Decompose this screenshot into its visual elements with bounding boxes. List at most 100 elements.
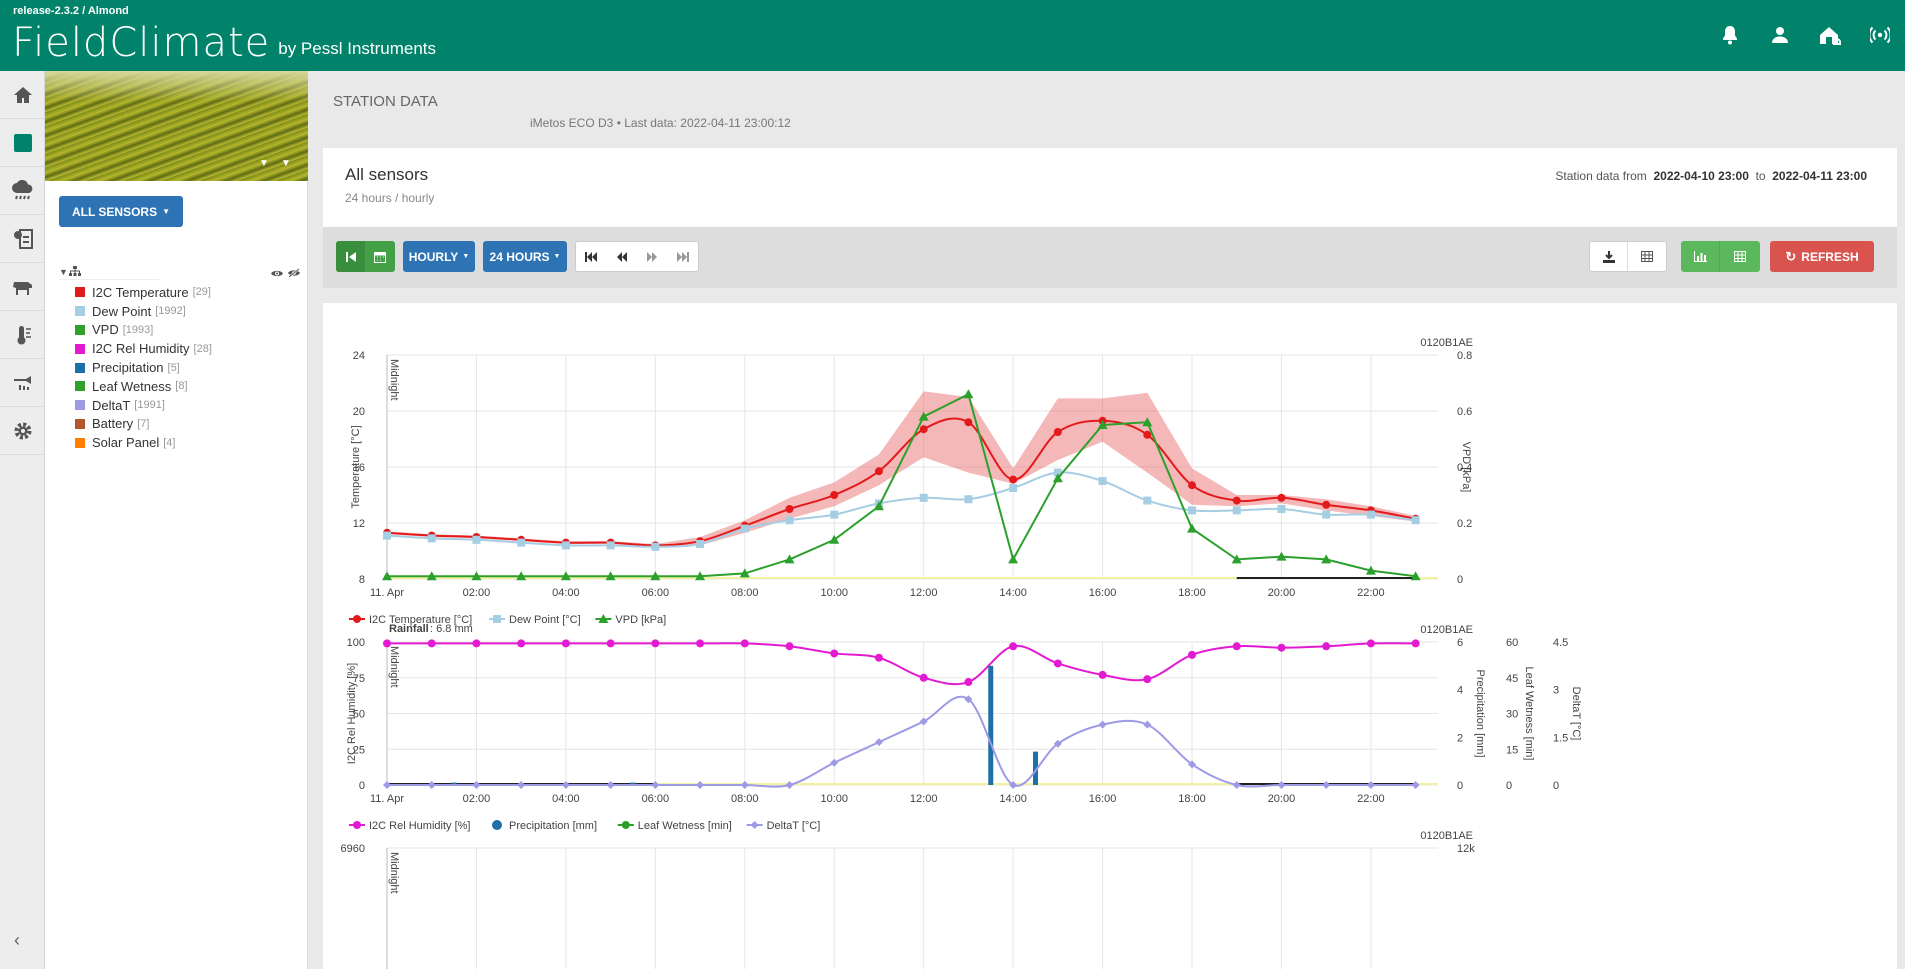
legend-label: VPD [kPa]	[615, 614, 666, 626]
hide-all-eye-icon[interactable]	[288, 266, 300, 281]
data-point	[1053, 659, 1062, 668]
sensor-name: Solar Panel	[92, 435, 160, 451]
icon-rail: ‹	[0, 71, 45, 969]
show-all-eye-icon[interactable]	[271, 266, 283, 281]
all-sensors-label: ALL SENSORS	[71, 204, 158, 219]
refresh-button[interactable]: ↻ REFRESH	[1770, 241, 1874, 272]
download-icon[interactable]	[1590, 242, 1629, 271]
chart-view-icon[interactable]	[1681, 241, 1720, 272]
sensor-item[interactable]: VPD [1993]	[75, 321, 304, 340]
legend-label: I2C Temperature [°C]	[369, 614, 472, 626]
irrigation-icon[interactable]	[0, 359, 45, 407]
data-point	[1053, 468, 1062, 477]
sensor-color-swatch	[75, 381, 85, 392]
hourly-dropdown[interactable]: HOURLY ▼	[403, 241, 475, 272]
table-view-icon[interactable]	[1720, 241, 1760, 272]
date-mode-group	[336, 241, 395, 272]
data-point	[874, 653, 883, 662]
first-page-icon[interactable]	[576, 242, 607, 271]
data-point	[1098, 670, 1107, 679]
y2-axis-title: Precipitation [mm]	[1474, 669, 1486, 757]
y2-tick-label: 0	[1506, 780, 1512, 792]
rainfall-annotation-value: : 6.8 mm	[430, 623, 473, 635]
collapse-chevron-icon[interactable]: ‹	[14, 930, 20, 950]
last-page-icon[interactable]	[668, 242, 699, 271]
precipitation-bar	[988, 665, 994, 785]
legend-marker	[621, 821, 630, 829]
tree-toggle-icon[interactable]: ▼	[59, 267, 68, 277]
bell-icon[interactable]	[1705, 18, 1755, 52]
sensor-item[interactable]: Leaf Wetness [8]	[75, 377, 304, 396]
station-icon[interactable]	[1805, 18, 1855, 52]
disease-icon[interactable]	[0, 215, 45, 263]
sensor-item[interactable]: I2C Rel Humidity [28]	[75, 339, 304, 358]
rainfall-annotation-label: Rainfall	[389, 623, 429, 635]
chart-toolbar: HOURLY ▼ 24 HOURS ▼ ↻ REFRESH	[323, 227, 1897, 288]
data-point	[1143, 720, 1152, 729]
sensors-card-header: All sensors 24 hours / hourly Station da…	[323, 148, 1897, 227]
data-point	[1322, 642, 1331, 651]
home-icon[interactable]	[0, 71, 45, 119]
sensor-item[interactable]: DeltaT [1991]	[75, 396, 304, 415]
data-point	[472, 535, 481, 544]
card-subtitle: 24 hours / hourly	[345, 191, 435, 205]
signal-icon[interactable]	[1855, 18, 1905, 52]
data-point	[383, 531, 391, 540]
x-tick-label: 11. Apr	[370, 793, 404, 805]
chevron-down-icon[interactable]: ▼	[259, 158, 269, 169]
sensor-item[interactable]: Battery [7]	[75, 415, 304, 434]
top-bar: release-2.3.2 / Almond FieldClimate by P…	[0, 0, 1905, 71]
sensor-count: [8]	[175, 380, 188, 393]
data-point	[472, 639, 481, 648]
navigation-group	[575, 241, 699, 272]
sensor-item[interactable]: Solar Panel [4]	[75, 433, 304, 452]
data-point	[740, 639, 749, 648]
sensor-sidebar: ▼ ▼ ALL SENSORS ▼ ▼ I2C Temperature [29] D…	[45, 71, 308, 969]
sensor-color-swatch	[75, 343, 85, 354]
all-sensors-button[interactable]: ALL SENSORS ▼	[59, 196, 183, 227]
period-dropdown[interactable]: 24 HOURS ▼	[483, 241, 567, 272]
x-tick-label: 12:00	[910, 793, 938, 805]
user-icon[interactable]	[1755, 18, 1805, 52]
data-point	[785, 516, 794, 525]
data-point	[650, 571, 661, 581]
data-point	[740, 781, 749, 789]
station-photo[interactable]: ▼ ▼	[45, 71, 308, 181]
data-point	[1322, 510, 1331, 519]
y-tick-label: 0	[359, 780, 365, 792]
weather-icon[interactable]	[0, 167, 45, 215]
sensor-item[interactable]: Dew Point [1992]	[75, 302, 304, 321]
data-point	[383, 639, 391, 648]
fieldclimate-logo[interactable]: FieldClimate by Pessl Instruments	[12, 15, 436, 65]
sensor-item[interactable]: I2C Temperature [29]	[75, 283, 304, 302]
previous-page-icon[interactable]	[607, 242, 638, 271]
sensor-name: Leaf Wetness	[92, 378, 172, 394]
sensor-icon[interactable]	[0, 311, 45, 359]
y-axis-title: I2C Rel Humidity [%]	[346, 663, 358, 764]
data-point	[830, 510, 839, 519]
x-tick-label: 22:00	[1357, 793, 1385, 805]
next-page-icon[interactable]	[637, 242, 668, 271]
chevron-down-icon[interactable]: ▼	[281, 158, 291, 169]
legend-marker	[750, 821, 759, 829]
settings-icon[interactable]	[0, 407, 45, 455]
y2-tick-label: 2	[1457, 732, 1463, 744]
y-tick-label: 20	[353, 406, 365, 418]
refresh-label: REFRESH	[1801, 249, 1859, 264]
x-tick-label: 08:00	[731, 793, 759, 805]
data-point	[606, 781, 615, 789]
data-point	[561, 639, 570, 648]
data-point	[696, 540, 705, 548]
jump-start-button[interactable]	[336, 241, 365, 272]
data-point	[964, 695, 973, 704]
view-toggle-group	[1681, 241, 1760, 272]
data-point	[1411, 781, 1420, 789]
chart-icon[interactable]	[0, 119, 45, 167]
animal-icon[interactable]	[0, 263, 45, 311]
sensor-item[interactable]: Precipitation [5]	[75, 358, 304, 377]
x-tick-label: 04:00	[552, 587, 580, 599]
data-point	[1321, 554, 1332, 564]
table-icon[interactable]	[1628, 242, 1666, 271]
calendar-button[interactable]	[365, 241, 395, 272]
data-point	[651, 542, 660, 551]
